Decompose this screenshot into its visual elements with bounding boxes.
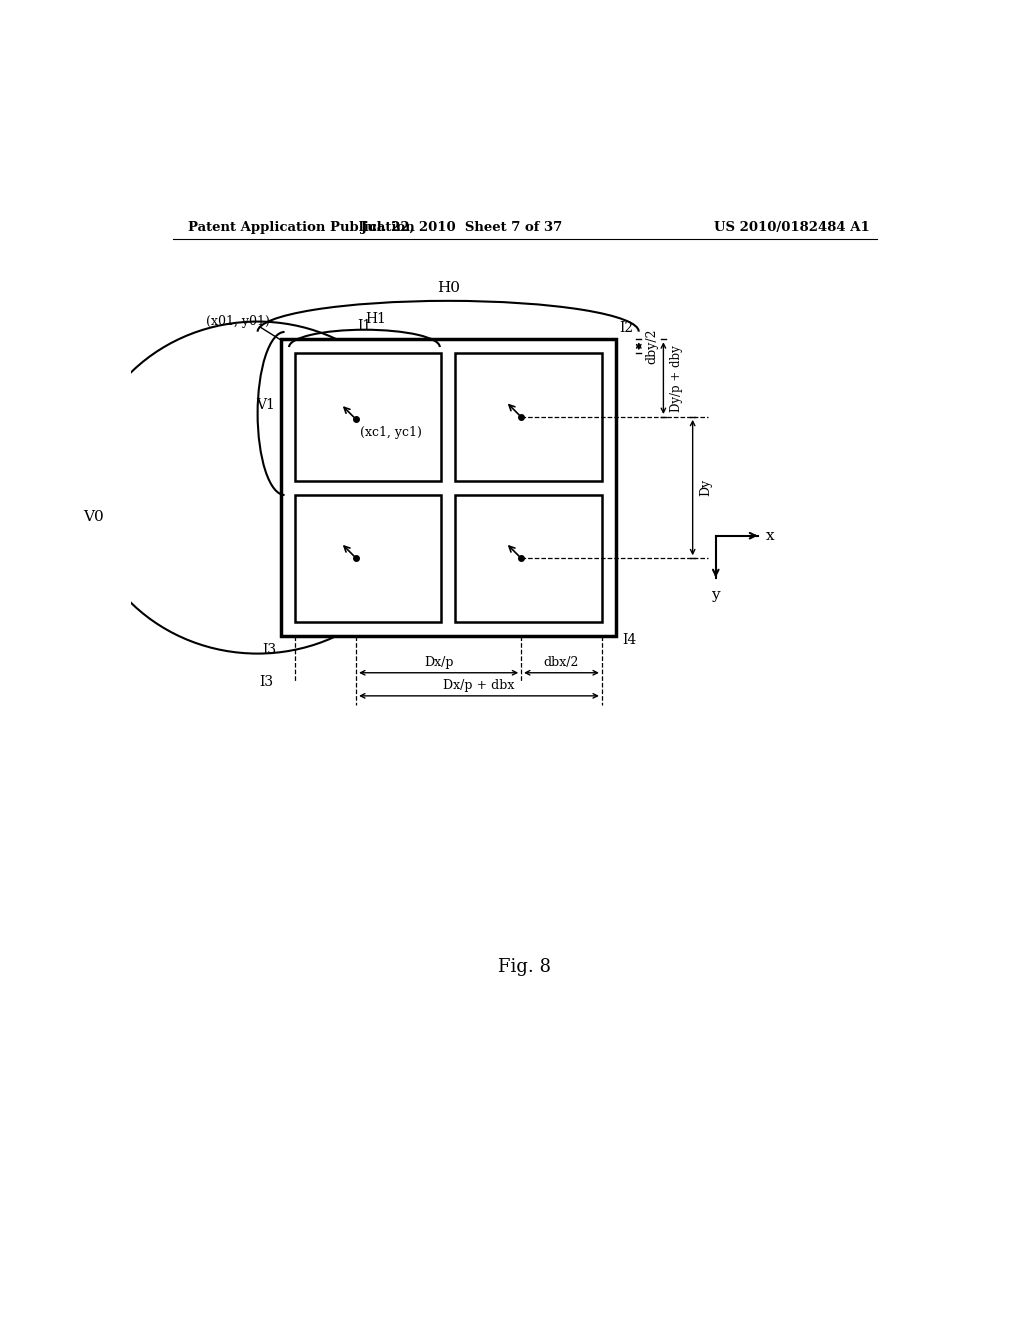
Bar [295, 495, 441, 622]
Text: (xc1, yc1): (xc1, yc1) [360, 425, 422, 438]
Text: I1: I1 [357, 319, 372, 333]
Text: Dy: Dy [698, 479, 712, 496]
Bar [295, 354, 441, 480]
Text: I2: I2 [620, 322, 634, 335]
Bar [455, 495, 602, 622]
Text: y: y [712, 589, 720, 602]
Text: H0: H0 [436, 281, 460, 294]
Text: Patent Application Publication: Patent Application Publication [188, 222, 415, 234]
Bar [281, 339, 615, 636]
Text: H1: H1 [366, 312, 386, 326]
Text: V1: V1 [256, 397, 274, 412]
Text: V0: V0 [83, 511, 104, 524]
Text: Jul. 22, 2010  Sheet 7 of 37: Jul. 22, 2010 Sheet 7 of 37 [361, 222, 562, 234]
Text: I3: I3 [259, 675, 273, 689]
Text: I4: I4 [622, 632, 636, 647]
Text: dby/2: dby/2 [645, 329, 658, 364]
Text: dbx/2: dbx/2 [544, 656, 580, 669]
Text: Dx/p + dbx: Dx/p + dbx [443, 678, 515, 692]
Text: I3: I3 [263, 643, 276, 656]
Text: x: x [766, 529, 774, 543]
Text: (x01, y01): (x01, y01) [207, 314, 270, 327]
Text: US 2010/0182484 A1: US 2010/0182484 A1 [714, 222, 869, 234]
Text: Dx/p: Dx/p [424, 656, 454, 669]
Text: Fig. 8: Fig. 8 [499, 958, 551, 975]
Bar [455, 354, 602, 480]
Text: Dy/p + dby: Dy/p + dby [670, 345, 683, 412]
